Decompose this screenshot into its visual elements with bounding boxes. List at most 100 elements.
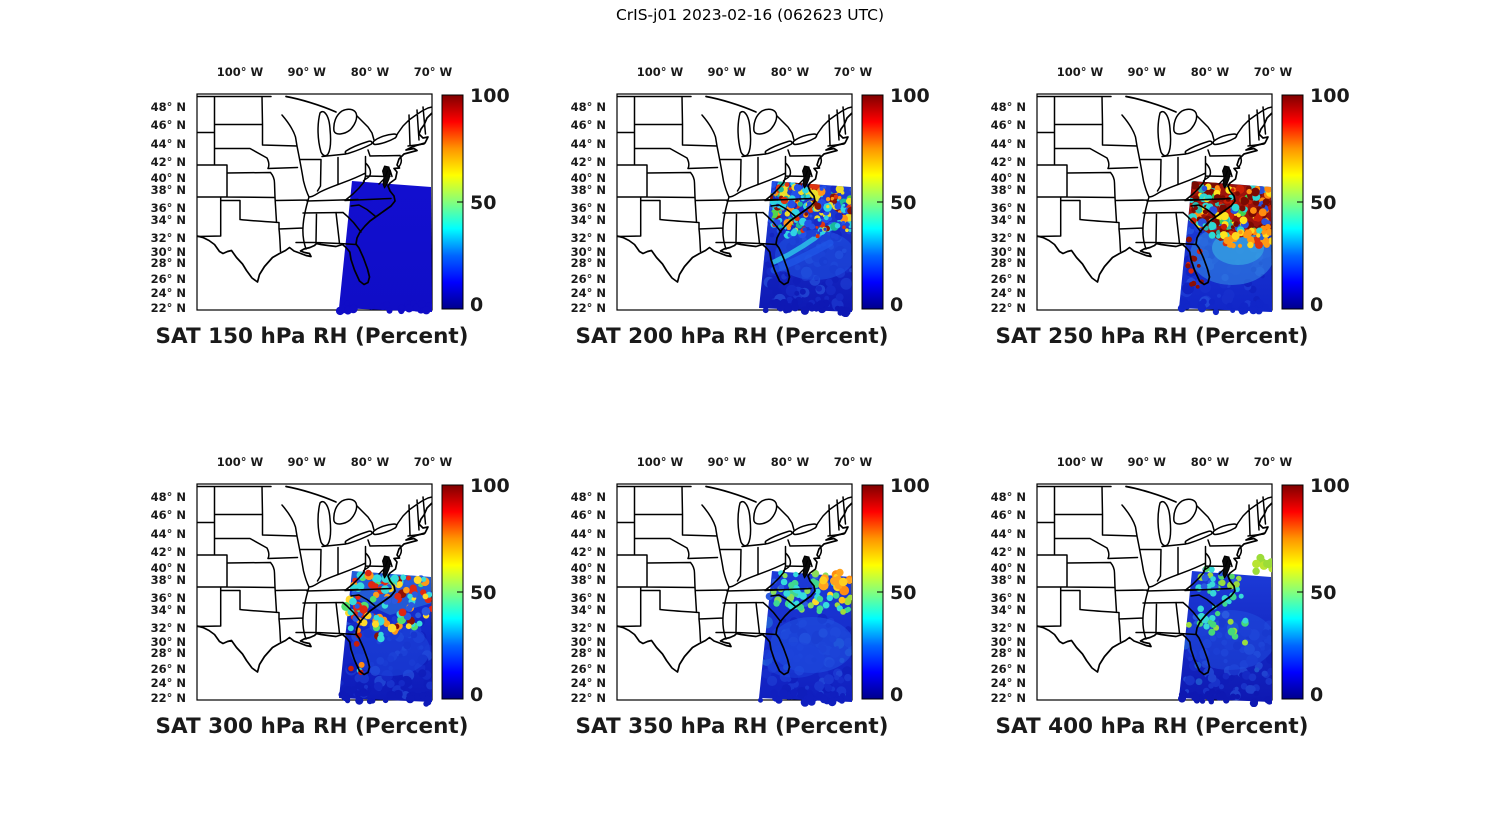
lat-tick-label: 32° N xyxy=(991,231,1026,245)
lat-tick-label: 48° N xyxy=(571,490,606,504)
lake-superior xyxy=(285,95,337,113)
coastline xyxy=(197,112,432,286)
rh-swath xyxy=(338,569,432,707)
lat-tick-label: 26° N xyxy=(571,272,606,286)
lat-tick-label: 34° N xyxy=(151,603,186,617)
lat-tick-label: 24° N xyxy=(991,676,1026,690)
lat-tick-label: 34° N xyxy=(571,603,606,617)
lat-tick-label: 48° N xyxy=(991,490,1026,504)
colorbar: 100 50 0 xyxy=(1281,475,1350,706)
lat-tick-label: 28° N xyxy=(991,646,1026,660)
map-frame xyxy=(1036,483,1273,701)
lat-tick-label: 34° N xyxy=(151,213,186,227)
chesapeake-bay xyxy=(802,555,811,579)
lat-tick-label: 24° N xyxy=(151,286,186,300)
lat-tick-label: 34° N xyxy=(991,603,1026,617)
map-frame xyxy=(196,483,433,701)
lon-tick-label: 70° W xyxy=(834,455,873,469)
lat-tick-label: 44° N xyxy=(571,527,606,541)
lat-tick-label: 42° N xyxy=(151,155,186,169)
panel-title: SAT 150 hPa RH (Percent) xyxy=(156,324,469,349)
coastline xyxy=(617,502,852,676)
subplot-200hpa: 100° W 90° W 80° W 70° W 48° N 46° N 44° N 42° … xyxy=(560,55,958,355)
coastline xyxy=(197,502,432,676)
basemap xyxy=(617,485,852,676)
lat-tick-label: 46° N xyxy=(991,118,1026,132)
lat-tick-label: 28° N xyxy=(151,256,186,270)
state-borders xyxy=(1037,95,1272,253)
lat-tick-label: 40° N xyxy=(991,171,1026,185)
lat-tick-label: 48° N xyxy=(571,100,606,114)
state-borders xyxy=(1037,485,1272,643)
lon-tick-label: 80° W xyxy=(771,455,810,469)
panel-title: SAT 250 hPa RH (Percent) xyxy=(996,324,1309,349)
lat-tick-label: 30° N xyxy=(991,635,1026,649)
lat-tick-label: 44° N xyxy=(991,527,1026,541)
lat-tick-label: 32° N xyxy=(151,231,186,245)
lon-tick-label: 80° W xyxy=(1191,65,1230,79)
state-borders xyxy=(617,485,852,643)
lat-tick-label: 30° N xyxy=(991,245,1026,259)
potomac-river xyxy=(378,170,389,185)
lon-tick-label: 80° W xyxy=(351,455,390,469)
colorbar-tick-mid: 50 xyxy=(470,192,496,214)
lat-tick-label: 48° N xyxy=(151,100,186,114)
colorbar-tick-max: 100 xyxy=(470,85,510,107)
chesapeake-bay xyxy=(1222,555,1231,579)
basemap xyxy=(197,95,432,286)
lat-tick-label: 26° N xyxy=(571,662,606,676)
colorbar-tick-mid: 50 xyxy=(1310,582,1336,604)
colorbar-tick-max: 100 xyxy=(1310,475,1350,497)
lat-tick-label: 38° N xyxy=(571,183,606,197)
lat-tick-label: 28° N xyxy=(571,256,606,270)
lon-tick-label: 100° W xyxy=(637,455,684,469)
chesapeake-bay xyxy=(382,165,391,189)
lat-tick-label: 30° N xyxy=(151,635,186,649)
lat-tick-label: 42° N xyxy=(571,155,606,169)
lake-superior xyxy=(705,95,757,113)
lon-tick-label: 90° W xyxy=(707,65,746,79)
lat-tick-label: 34° N xyxy=(991,213,1026,227)
lat-tick-label: 46° N xyxy=(151,508,186,522)
lat-tick-label: 44° N xyxy=(991,137,1026,151)
potomac-river xyxy=(798,560,809,575)
map-frame xyxy=(616,483,853,701)
panel-map-300hpa: 100° W 90° W 80° W 70° W 48° N 46° N 44° N 42° … xyxy=(151,455,510,739)
lon-tick-label: 70° W xyxy=(414,65,453,79)
colorbar-tick-min: 0 xyxy=(890,294,903,316)
colorbar: 100 50 0 xyxy=(861,85,930,316)
potomac-river xyxy=(1218,560,1229,575)
basemap xyxy=(197,485,432,676)
panel-map-150hpa: 100° W 90° W 80° W 70° W 48° N 46° N 44° N 42° … xyxy=(151,65,510,349)
panel-map-200hpa: 100° W 90° W 80° W 70° W 48° N 46° N 44° N 42° … xyxy=(571,65,930,349)
colorbar-tick-min: 0 xyxy=(890,684,903,706)
lat-tick-label: 28° N xyxy=(151,646,186,660)
lat-tick-label: 22° N xyxy=(991,301,1026,315)
state-borders xyxy=(197,485,432,643)
lat-tick-label: 38° N xyxy=(571,573,606,587)
subplot-150hpa: 100° W 90° W 80° W 70° W 48° N 46° N 44° N 42° … xyxy=(140,55,538,355)
colorbar: 100 50 0 xyxy=(1281,85,1350,316)
lat-tick-label: 44° N xyxy=(571,137,606,151)
map-frame xyxy=(196,93,433,311)
lat-tick-label: 28° N xyxy=(571,646,606,660)
lat-tick-label: 30° N xyxy=(571,245,606,259)
lat-tick-label: 26° N xyxy=(991,272,1026,286)
panel-map-250hpa: 100° W 90° W 80° W 70° W 48° N 46° N 44° N 42° … xyxy=(991,65,1350,349)
lat-tick-label: 28° N xyxy=(991,256,1026,270)
lat-tick-label: 22° N xyxy=(991,691,1026,705)
lat-tick-label: 36° N xyxy=(571,201,606,215)
lat-tick-label: 22° N xyxy=(151,691,186,705)
colorbar-tick-max: 100 xyxy=(1310,85,1350,107)
lat-tick-label: 36° N xyxy=(991,201,1026,215)
colorbar-tick-mid: 50 xyxy=(470,582,496,604)
lat-tick-label: 40° N xyxy=(151,171,186,185)
coastline xyxy=(1037,112,1272,286)
lon-tick-label: 90° W xyxy=(287,455,326,469)
panel-title: SAT 400 hPa RH (Percent) xyxy=(996,714,1309,739)
lon-tick-label: 70° W xyxy=(414,455,453,469)
map-frame xyxy=(1036,93,1273,311)
lake-superior xyxy=(1125,485,1177,503)
lat-tick-label: 42° N xyxy=(991,155,1026,169)
rh-swath xyxy=(335,181,432,316)
